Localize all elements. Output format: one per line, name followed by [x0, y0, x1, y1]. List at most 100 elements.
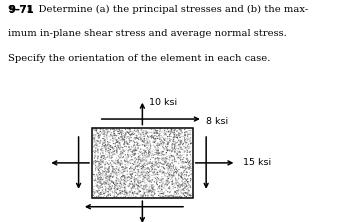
- Point: [183, 146, 189, 149]
- Point: [129, 156, 135, 159]
- Point: [141, 164, 147, 167]
- Point: [144, 167, 150, 171]
- Point: [148, 183, 154, 186]
- Point: [156, 151, 162, 155]
- Point: [180, 149, 186, 153]
- Point: [109, 170, 115, 174]
- Point: [166, 141, 172, 144]
- Point: [113, 170, 119, 174]
- Point: [178, 130, 184, 133]
- Point: [127, 169, 133, 173]
- Point: [99, 154, 105, 158]
- Point: [166, 180, 172, 184]
- Point: [184, 178, 189, 181]
- Point: [103, 189, 109, 193]
- Point: [186, 188, 192, 192]
- Point: [122, 142, 127, 146]
- Point: [111, 134, 117, 137]
- Point: [168, 180, 174, 183]
- Point: [127, 183, 133, 186]
- Point: [144, 137, 150, 140]
- Point: [121, 139, 127, 142]
- Point: [133, 128, 139, 131]
- Point: [125, 192, 131, 195]
- Point: [134, 141, 140, 144]
- Point: [166, 169, 172, 173]
- Point: [114, 173, 120, 177]
- Point: [91, 133, 97, 136]
- Point: [178, 175, 184, 178]
- Point: [119, 149, 125, 153]
- Point: [185, 167, 191, 170]
- Point: [177, 138, 183, 141]
- Point: [187, 193, 193, 197]
- Point: [97, 158, 103, 162]
- Point: [170, 174, 176, 177]
- Point: [131, 163, 136, 166]
- Point: [175, 129, 180, 132]
- Point: [187, 145, 192, 148]
- Point: [91, 162, 97, 165]
- Point: [104, 134, 110, 138]
- Point: [129, 158, 135, 161]
- Point: [148, 194, 154, 197]
- Point: [127, 133, 132, 137]
- Point: [152, 145, 158, 149]
- Point: [151, 137, 157, 141]
- Point: [99, 150, 105, 153]
- Point: [151, 180, 157, 184]
- Point: [119, 133, 125, 136]
- Point: [116, 142, 122, 145]
- Point: [158, 127, 163, 131]
- Point: [117, 182, 123, 186]
- Point: [184, 157, 190, 160]
- Point: [141, 166, 147, 169]
- Point: [147, 180, 153, 183]
- Point: [122, 133, 128, 137]
- Point: [139, 156, 145, 160]
- Point: [111, 170, 117, 174]
- Point: [109, 139, 115, 142]
- Point: [150, 133, 155, 137]
- Point: [105, 168, 111, 171]
- Point: [109, 172, 115, 176]
- Point: [99, 172, 105, 176]
- Point: [141, 141, 147, 144]
- Point: [143, 190, 149, 194]
- Point: [94, 128, 100, 132]
- Point: [115, 193, 121, 197]
- Point: [101, 141, 107, 145]
- Point: [96, 186, 102, 190]
- Point: [105, 147, 111, 150]
- Point: [98, 158, 103, 161]
- Point: [178, 145, 183, 149]
- Point: [177, 195, 183, 198]
- Point: [141, 138, 147, 141]
- Point: [95, 181, 101, 184]
- Point: [158, 181, 163, 184]
- Point: [136, 180, 142, 183]
- Point: [142, 176, 148, 179]
- Point: [174, 136, 180, 139]
- Point: [183, 182, 189, 186]
- Point: [113, 136, 118, 139]
- Point: [94, 183, 100, 186]
- Point: [166, 135, 172, 138]
- Point: [127, 190, 133, 194]
- Point: [127, 182, 133, 185]
- Point: [144, 138, 150, 141]
- Point: [118, 162, 123, 166]
- Point: [133, 187, 139, 191]
- Point: [106, 192, 112, 196]
- Point: [95, 160, 101, 164]
- Point: [122, 165, 128, 169]
- Point: [93, 179, 99, 183]
- Point: [152, 131, 158, 135]
- Point: [135, 127, 141, 131]
- Point: [101, 135, 107, 138]
- Point: [154, 179, 160, 183]
- Point: [157, 179, 163, 182]
- Point: [127, 130, 132, 134]
- Point: [128, 154, 134, 157]
- Point: [157, 181, 163, 184]
